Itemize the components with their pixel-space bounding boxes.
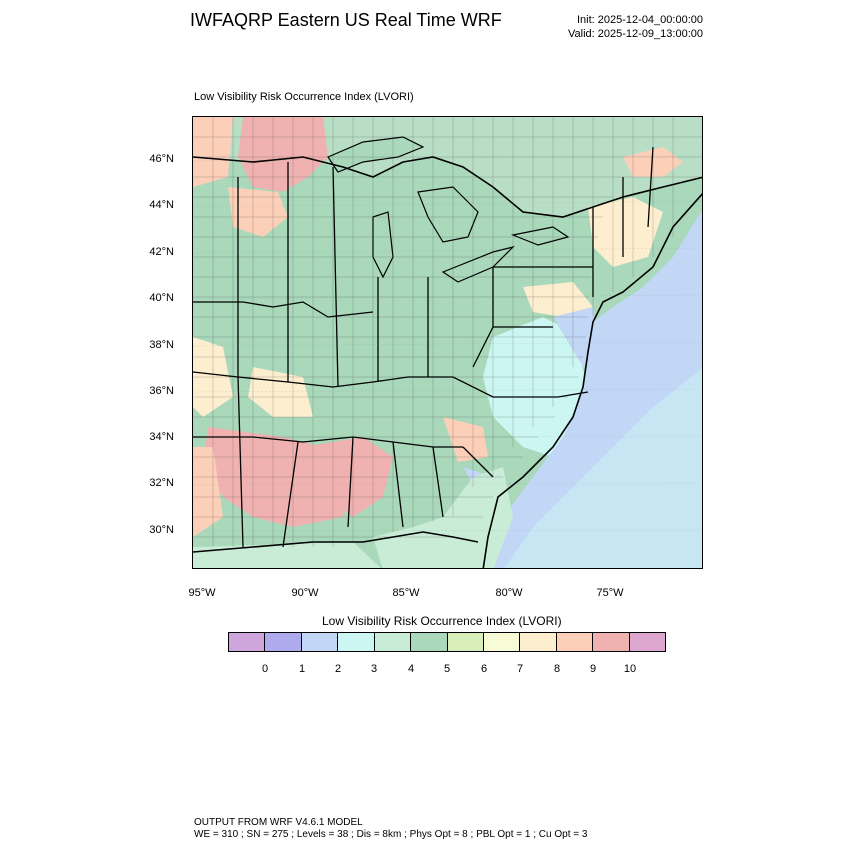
low-index-zone (483, 317, 588, 457)
lat-label: 46°N (149, 153, 174, 165)
model-info-line2: WE = 310 ; SN = 275 ; Levels = 38 ; Dis … (194, 829, 588, 840)
colorbar-title: Low Visibility Risk Occurrence Index (LV… (322, 614, 562, 628)
lat-label: 30°N (149, 524, 174, 536)
county-lines (193, 117, 702, 547)
colorbar-swatch (229, 633, 266, 651)
lat-label: 40°N (149, 292, 174, 304)
colorbar-swatch (520, 633, 557, 651)
colorbar-tick-label: 9 (589, 663, 597, 675)
lat-label: 42°N (149, 246, 174, 258)
lat-label: 34°N (149, 431, 174, 443)
lon-label: 90°W (291, 587, 319, 599)
map-frame (192, 116, 703, 569)
colorbar-tick-label: 8 (553, 663, 561, 675)
colorbar-tick-label: 0 (261, 663, 269, 675)
mid-index-patch (588, 197, 663, 267)
lat-label: 44°N (149, 199, 174, 211)
colorbar-swatch (483, 633, 521, 651)
colorbar-swatch (556, 633, 594, 651)
state-boundaries (193, 146, 654, 548)
lat-label: 36°N (149, 385, 174, 397)
colorbar-swatch (629, 633, 666, 651)
colorbar-tick-label: 10 (623, 663, 637, 675)
lvori-map (193, 117, 702, 568)
colorbar (228, 632, 666, 652)
gulf-coastline (193, 531, 479, 553)
lat-label: 38°N (149, 339, 174, 351)
figure-title: IWFAQRP Eastern US Real Time WRF (190, 10, 502, 30)
east-coastline (482, 193, 702, 568)
lon-label: 95°W (188, 587, 216, 599)
model-info-line1: OUTPUT FROM WRF V4.6.1 MODEL (194, 817, 363, 828)
colorbar-swatch (447, 633, 484, 651)
init-time: Init: 2025-12-04_00:00:00 (577, 14, 703, 26)
colorbar-tick-label: 4 (407, 663, 415, 675)
colorbar-swatch (374, 633, 412, 651)
ocean-coastal-zone (373, 467, 513, 568)
plot-title: Low Visibility Risk Occurrence Index (LV… (194, 91, 414, 103)
colorbar-tick-label: 5 (443, 663, 451, 675)
lake-superior (327, 136, 425, 173)
mid-index-patch (523, 282, 593, 317)
colorbar-tick-label: 6 (480, 663, 488, 675)
lat-label: 32°N (149, 477, 174, 489)
ocean-low-zone (504, 368, 702, 568)
graticule (193, 154, 702, 532)
colorbar-swatch (265, 633, 302, 651)
us-canada-border (193, 156, 702, 218)
lon-label: 80°W (495, 587, 523, 599)
colorbar-tick-label: 1 (298, 663, 306, 675)
colorbar-swatch (301, 633, 339, 651)
lon-label: 85°W (392, 587, 420, 599)
high-index-patch (443, 417, 488, 462)
colorbar-swatch (411, 633, 448, 651)
colorbar-tick-label: 7 (516, 663, 524, 675)
high-index-patch (193, 447, 223, 537)
lon-label: 75°W (596, 587, 624, 599)
colorbar-tick-label: 3 (370, 663, 378, 675)
colorbar-swatch (338, 633, 375, 651)
colorbar-tick-label: 2 (334, 663, 342, 675)
valid-time: Valid: 2025-12-09_13:00:00 (568, 28, 703, 40)
high-index-patch (238, 117, 328, 192)
colorbar-swatch (593, 633, 630, 651)
